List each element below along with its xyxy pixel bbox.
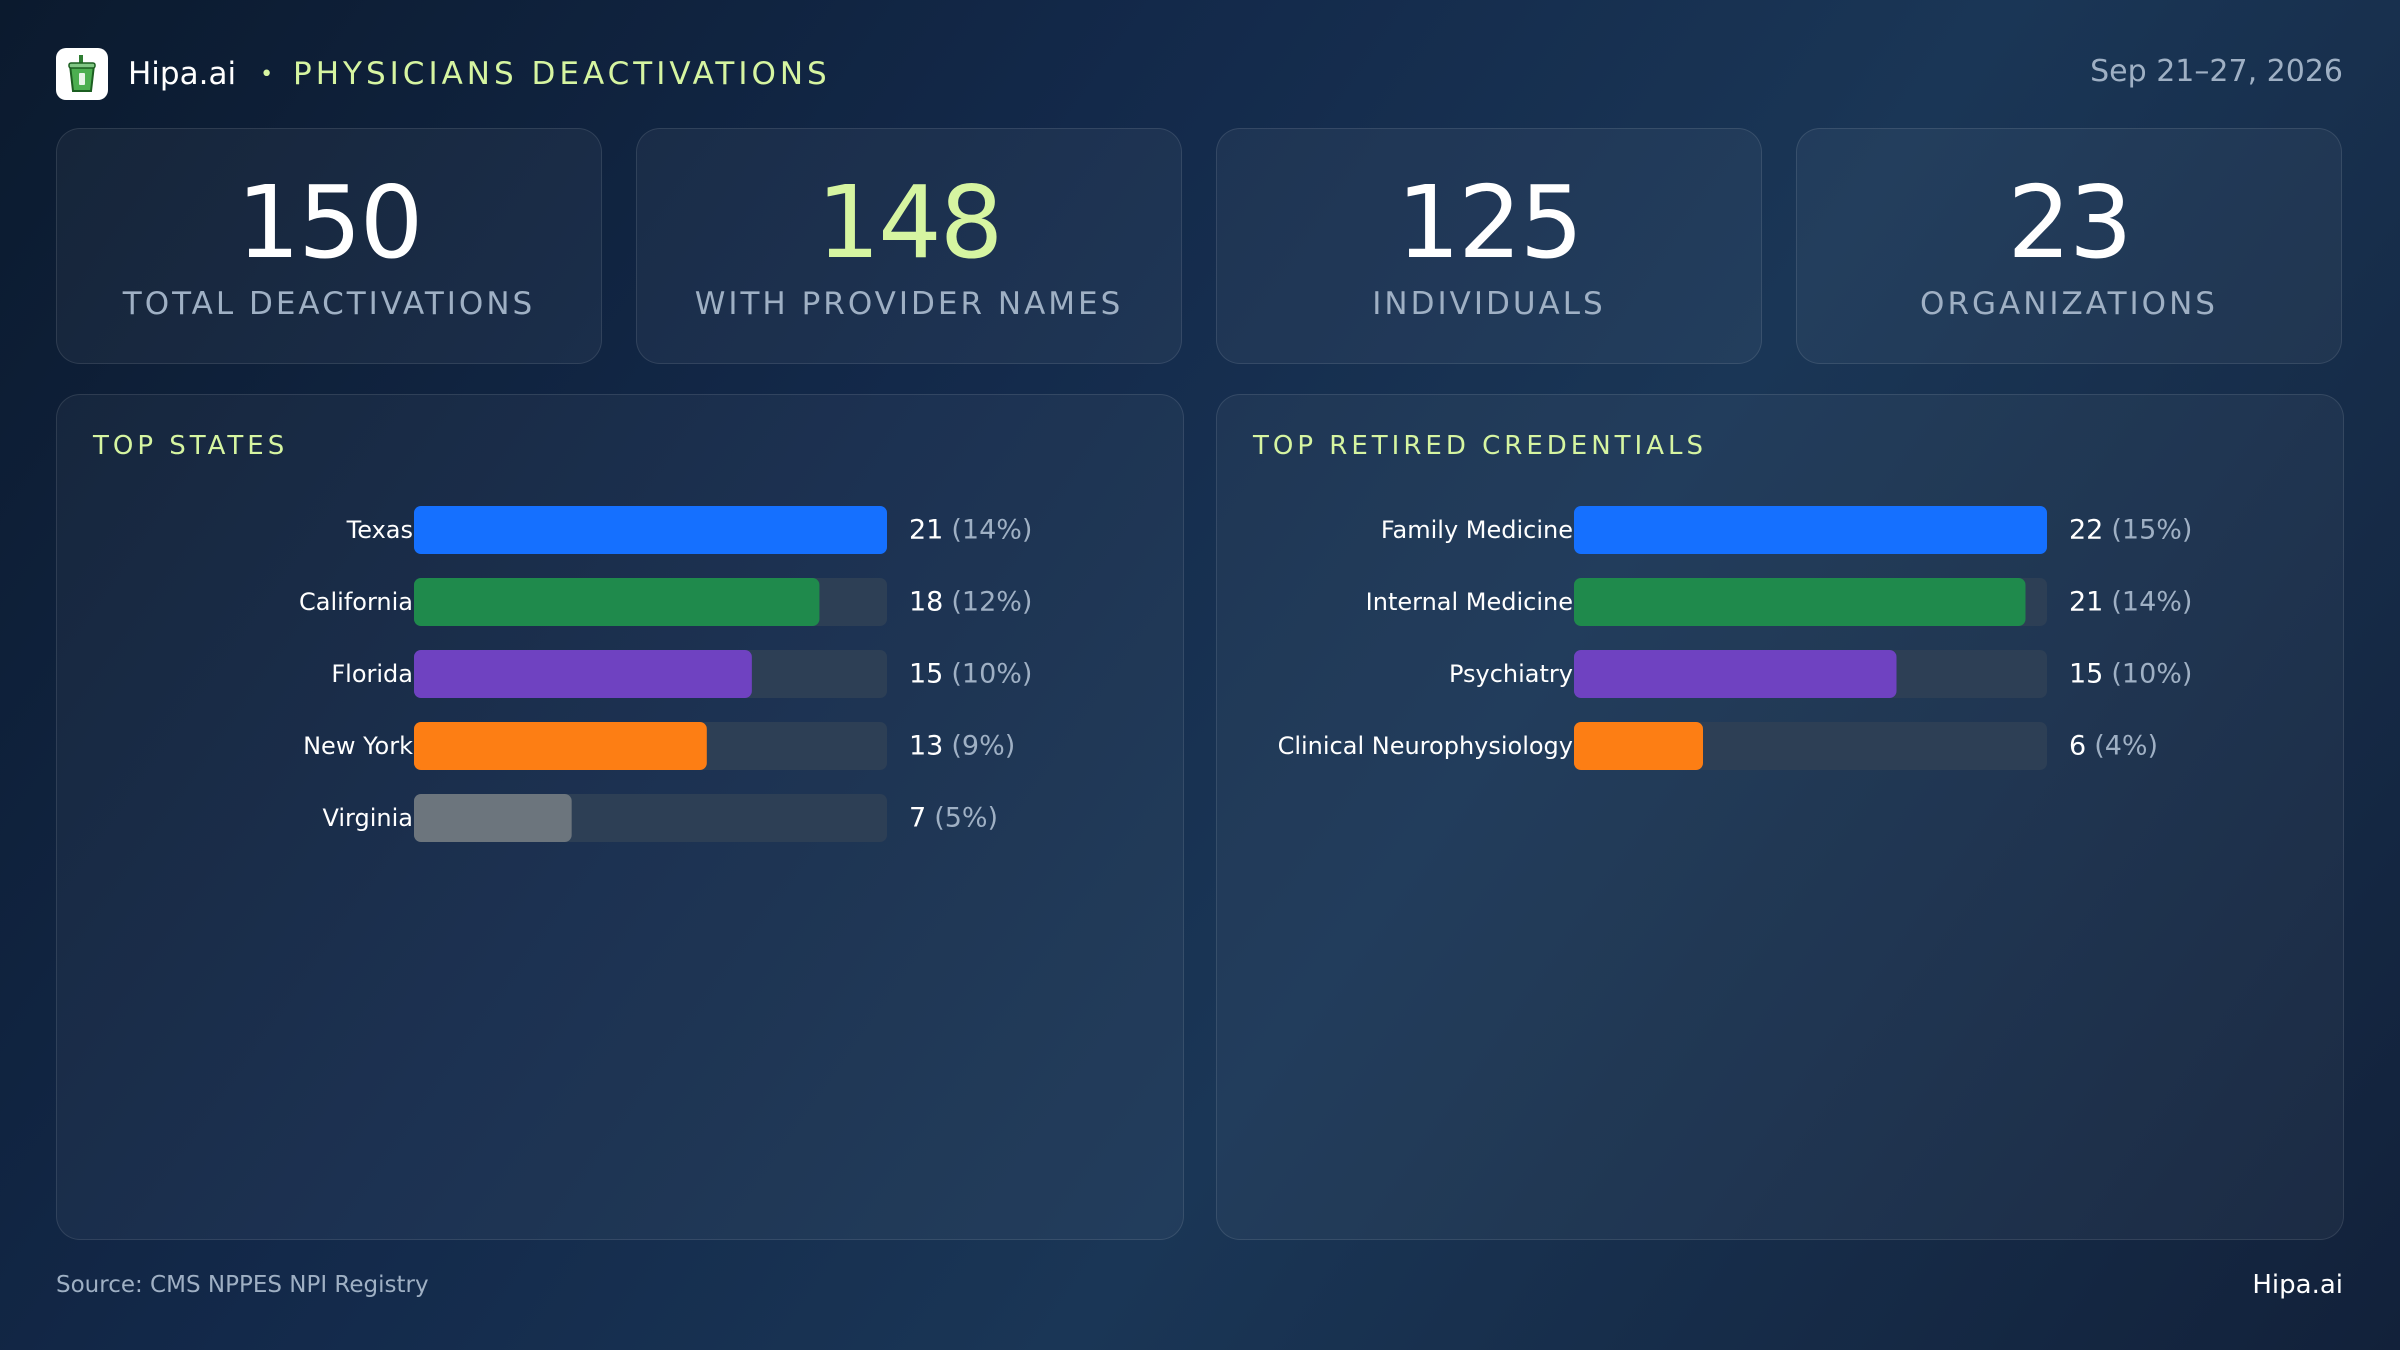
app-logo: [56, 48, 108, 100]
value-label: 6: [2069, 731, 2086, 762]
bar-row: Texas 21 (14%): [346, 506, 1032, 554]
percent-label: (12%): [951, 587, 1032, 618]
bar: [414, 650, 752, 698]
value-label: 21: [909, 515, 943, 546]
value-label: 15: [2069, 659, 2103, 690]
percent-label: (14%): [2111, 587, 2192, 618]
bar: [1574, 578, 2026, 626]
percent-label: (10%): [951, 659, 1032, 690]
percent-label: (9%): [951, 731, 1015, 762]
kpi-label: WITH PROVIDER NAMES: [694, 286, 1124, 322]
top-states-chart: Texas 21 (14%) California 18 (12%) Florida 15 (1…: [299, 506, 1032, 842]
bar: [1574, 650, 1897, 698]
footer-brand: Hipa.ai: [2252, 1270, 2343, 1300]
kpi-card-individuals: 125 INDIVIDUALS: [1216, 128, 1762, 364]
bar-row: Psychiatry 15 (10%): [1449, 650, 2192, 698]
category-label: Florida: [331, 660, 413, 688]
kpi-card-with-provider-names: 148 WITH PROVIDER NAMES: [636, 128, 1182, 364]
bar-row: Internal Medicine 21 (14%): [1366, 578, 2192, 626]
category-label: Psychiatry: [1449, 660, 1573, 688]
source-note: Source: CMS NPPES NPI Registry: [56, 1272, 429, 1298]
header: Hipa.ai • PHYSICIANS DEACTIVATIONS: [56, 46, 831, 102]
bar: [1574, 506, 2047, 554]
title-separator: •: [260, 61, 274, 87]
bar-row: New York 13 (9%): [303, 722, 1015, 770]
bar: [414, 722, 707, 770]
category-label: California: [299, 588, 413, 616]
bar-row: California 18 (12%): [299, 578, 1032, 626]
value-label: 15: [909, 659, 943, 690]
top-states-panel: TOP STATES Texas 21 (14%) California 18 (12%)…: [56, 394, 1184, 1240]
percent-label: (4%): [2094, 731, 2158, 762]
kpi-label: INDIVIDUALS: [1372, 286, 1606, 322]
category-label: Virginia: [323, 804, 414, 832]
category-label: Family Medicine: [1381, 516, 1573, 544]
bar: [1574, 722, 1703, 770]
bar-row: Family Medicine 22 (15%): [1381, 506, 2192, 554]
kpi-value: 125: [1396, 164, 1584, 281]
category-label: Clinical Neurophysiology: [1278, 732, 1573, 760]
cup-icon: [68, 55, 96, 92]
kpi-value: 150: [236, 164, 424, 281]
page-title: PHYSICIANS DEACTIVATIONS: [293, 56, 831, 92]
panel-title: TOP STATES: [93, 431, 289, 461]
value-label: 13: [909, 731, 943, 762]
percent-label: (10%): [2111, 659, 2192, 690]
kpi-label: ORGANIZATIONS: [1920, 286, 2218, 322]
kpi-card-organizations: 23 ORGANIZATIONS: [1796, 128, 2342, 364]
bar: [414, 794, 572, 842]
value-label: 22: [2069, 515, 2103, 546]
bar-row: Clinical Neurophysiology 6 (4%): [1278, 722, 2158, 770]
date-range: Sep 21–27, 2026: [2090, 54, 2343, 89]
category-label: New York: [303, 732, 413, 760]
value-label: 21: [2069, 587, 2103, 618]
percent-label: (14%): [951, 515, 1032, 546]
value-label: 7: [909, 803, 926, 834]
percent-label: (5%): [934, 803, 998, 834]
percent-label: (15%): [2111, 515, 2192, 546]
brand-name: Hipa.ai: [128, 56, 237, 92]
top-credentials-panel: TOP RETIRED CREDENTIALS Family Medicine 2…: [1216, 394, 2344, 1240]
bar-row: Florida 15 (10%): [331, 650, 1032, 698]
category-label: Texas: [346, 516, 413, 544]
bar-row: Virginia 7 (5%): [323, 794, 998, 842]
top-credentials-chart: Family Medicine 22 (15%) Internal Medicine 2…: [1278, 506, 2192, 770]
kpi-value: 23: [2007, 164, 2132, 281]
bar: [414, 578, 820, 626]
panel-title: TOP RETIRED CREDENTIALS: [1253, 431, 1707, 461]
category-label: Internal Medicine: [1366, 588, 1573, 616]
bar: [414, 506, 887, 554]
kpi-label: TOTAL DEACTIVATIONS: [122, 286, 536, 322]
kpi-card-total-deactivations: 150 TOTAL DEACTIVATIONS: [56, 128, 602, 364]
value-label: 18: [909, 587, 943, 618]
kpi-value: 148: [816, 164, 1004, 281]
